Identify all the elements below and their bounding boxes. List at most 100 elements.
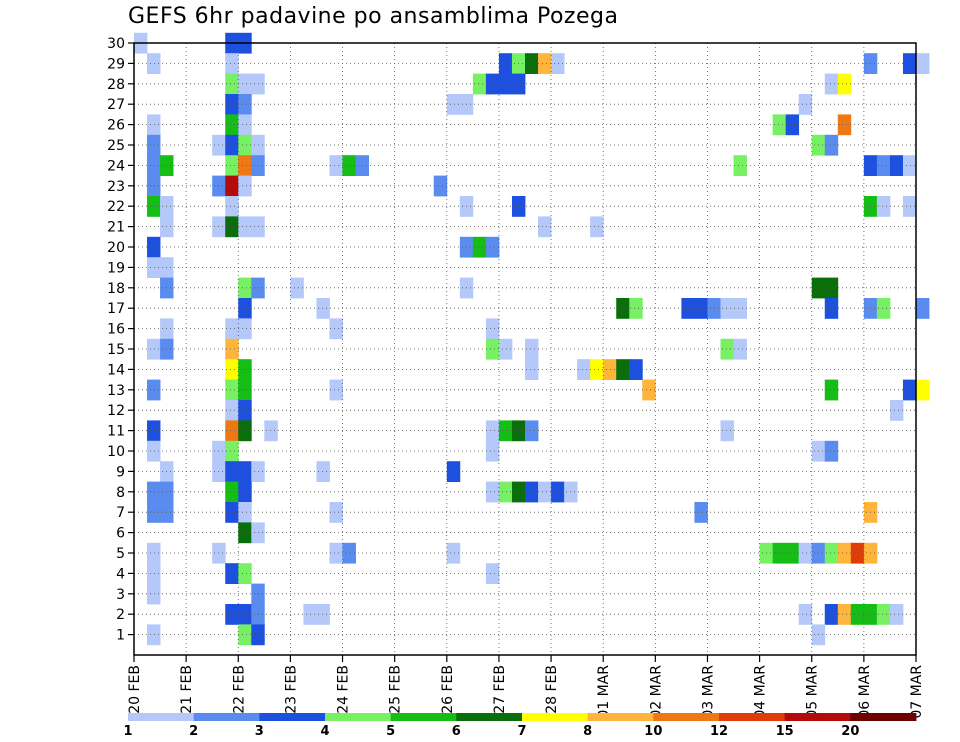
y-tick-label: 8 (116, 485, 125, 501)
y-tick-label: 19 (107, 260, 125, 276)
heatmap-cell (876, 604, 891, 625)
heatmap-cell (498, 53, 513, 74)
heatmap-cell (798, 604, 813, 625)
heatmap-cell (238, 134, 252, 156)
heatmap-cell (264, 420, 278, 442)
heatmap-cell (238, 216, 252, 238)
colorbar-swatch (784, 713, 851, 721)
heatmap-cell (238, 522, 252, 544)
y-tick-label: 7 (116, 505, 125, 521)
heatmap-cell (472, 73, 487, 95)
heatmap-cell (225, 440, 239, 462)
heatmap-cell (147, 338, 161, 360)
heatmap-cell (147, 481, 161, 503)
heatmap-cell (485, 318, 500, 340)
colorbar-label: 6 (452, 724, 461, 739)
heatmap-cell (225, 338, 239, 360)
heatmap-cell (551, 481, 565, 503)
heatmap-cell (498, 73, 513, 95)
heatmap-cell (916, 53, 930, 74)
y-tick-label: 2 (116, 607, 125, 623)
heatmap-cell (238, 318, 252, 340)
heatmap-cell (837, 542, 852, 564)
heatmap-cell (733, 155, 747, 176)
y-tick-label: 6 (116, 526, 125, 542)
heatmap-cell (525, 420, 539, 442)
y-tick-label: 30 (107, 36, 125, 52)
heatmap-cell (824, 134, 839, 156)
heatmap-cell (629, 298, 643, 319)
heatmap-cell (785, 114, 800, 136)
heatmap-cell (147, 196, 161, 217)
heatmap-cell (329, 542, 343, 564)
heatmap-cell (876, 298, 891, 319)
heatmap-cell (225, 216, 239, 238)
heatmap-cell (590, 359, 604, 380)
heatmap-cell (590, 216, 604, 238)
colorbar-swatch (456, 713, 523, 721)
heatmap-cell (147, 236, 161, 258)
heatmap-cell (485, 73, 500, 95)
heatmap-cell (824, 277, 839, 299)
colorbar-swatch (193, 713, 260, 721)
colorbar-label: 15 (776, 724, 794, 739)
heatmap-cell (147, 502, 161, 523)
colorbar-swatch (719, 713, 786, 721)
heatmap-cell (629, 359, 643, 380)
heatmap-cell (225, 563, 239, 584)
heatmap-cell (329, 379, 343, 401)
heatmap-cell (902, 53, 917, 74)
heatmap-cell (525, 359, 539, 380)
heatmap-cell (694, 298, 708, 319)
heatmap-cell (824, 379, 839, 401)
heatmap-cell (238, 114, 252, 136)
heatmap-cell (850, 542, 865, 564)
heatmap-cell (485, 563, 500, 584)
heatmap-cell (238, 400, 252, 421)
heatmap-cell (147, 134, 161, 156)
x-tick-label: 25 FEB (388, 665, 404, 714)
heatmap-cell (147, 563, 161, 584)
y-axis-ticks: 1234567891011121314151617181920212223242… (107, 36, 134, 644)
heatmap-cell (147, 420, 161, 442)
heatmap-cell (225, 502, 239, 523)
colorbar-label: 20 (841, 724, 859, 739)
y-tick-label: 12 (107, 403, 125, 419)
heatmap-cell (238, 563, 252, 584)
heatmap-cell (238, 277, 252, 299)
x-tick-label: 20 FEB (127, 665, 143, 714)
heatmap-cell (889, 155, 904, 176)
heatmap-cell (720, 298, 734, 319)
heatmap-cell (238, 298, 252, 319)
heatmap-cell (225, 461, 239, 482)
colorbar-label: 8 (583, 724, 592, 739)
heatmap-cell (551, 53, 565, 74)
x-tick-label: 06 MAR (857, 665, 873, 719)
y-tick-label: 15 (107, 342, 125, 358)
heatmap-cell (538, 216, 552, 238)
heatmap-cell (147, 175, 161, 197)
heatmap-cell (902, 379, 917, 401)
heatmap-cell (603, 359, 617, 380)
heatmap-cell (225, 94, 239, 115)
heatmap-cell (446, 461, 461, 482)
heatmap-cell (316, 604, 330, 625)
heatmap-cell (238, 73, 252, 95)
heatmap-cell (225, 604, 239, 625)
heatmap-cell (902, 155, 917, 176)
heatmap-cell (329, 502, 343, 523)
heatmap-cell (225, 175, 239, 197)
heatmap-cell (238, 481, 252, 503)
heatmap-cell (238, 420, 252, 442)
heatmap-cell (238, 359, 252, 380)
x-tick-label: 26 FEB (440, 665, 456, 714)
heatmap-cell (876, 196, 891, 217)
x-tick-label: 01 MAR (596, 665, 612, 719)
heatmap-cell (147, 542, 161, 564)
heatmap-cell (147, 379, 161, 401)
y-tick-label: 29 (107, 56, 125, 72)
x-tick-label: 22 FEB (231, 665, 247, 714)
heatmap-cell (733, 298, 747, 319)
heatmap-cell (902, 196, 917, 217)
heatmap-cell (577, 359, 591, 380)
